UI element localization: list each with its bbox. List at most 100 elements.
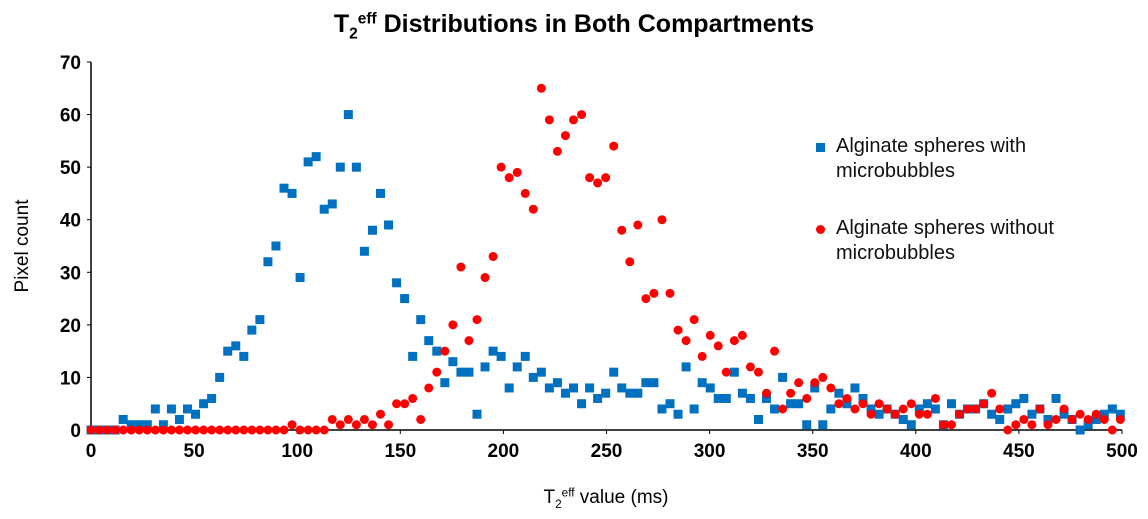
point (223, 425, 233, 435)
point (713, 393, 723, 403)
point (560, 388, 570, 398)
point (303, 157, 313, 167)
point (279, 183, 289, 193)
x-tick-label: 150 (384, 441, 416, 462)
point (1115, 409, 1125, 419)
point (488, 252, 498, 262)
point (1043, 414, 1053, 424)
point (1115, 414, 1125, 424)
point (1027, 409, 1037, 419)
point (850, 383, 860, 393)
point (400, 399, 410, 409)
point (504, 383, 514, 393)
point (94, 425, 104, 435)
point (335, 162, 345, 172)
point (440, 378, 450, 388)
point (86, 425, 96, 435)
point (930, 393, 940, 403)
point (802, 420, 812, 430)
point (842, 399, 852, 409)
point (641, 294, 651, 304)
x-tick-label: 100 (281, 441, 313, 462)
x-tick-label: 50 (184, 441, 205, 462)
point (319, 425, 329, 435)
point (496, 351, 506, 361)
point (464, 336, 474, 346)
point (158, 425, 168, 435)
point (1091, 409, 1101, 419)
point (528, 372, 538, 382)
point (625, 388, 635, 398)
point (609, 367, 619, 377)
point (231, 425, 241, 435)
point (577, 110, 587, 120)
point (311, 425, 321, 435)
point (303, 425, 313, 435)
point (601, 173, 611, 183)
point (118, 414, 128, 424)
point (384, 420, 394, 430)
legend-label: Alginate spheres with microbubbles (836, 135, 1027, 182)
point (392, 399, 402, 409)
point (263, 257, 273, 267)
point (593, 393, 603, 403)
point (142, 420, 152, 430)
point (633, 388, 643, 398)
point (673, 409, 683, 419)
point (126, 425, 136, 435)
point (150, 404, 160, 414)
point (351, 162, 361, 172)
point (134, 420, 144, 430)
point (721, 393, 731, 403)
legend-entry: Alginate spheres without microbubbles (814, 216, 1134, 266)
point (424, 336, 434, 346)
point (199, 399, 209, 409)
point (802, 393, 812, 403)
point (898, 404, 908, 414)
point (1083, 414, 1093, 424)
point (786, 399, 796, 409)
point (753, 414, 763, 424)
point (874, 409, 884, 419)
point (504, 173, 514, 183)
y-tick-label: 70 (60, 53, 81, 74)
point (713, 341, 723, 351)
point (367, 225, 377, 235)
point (882, 404, 892, 414)
point (1059, 404, 1069, 414)
point (657, 215, 667, 225)
point (343, 110, 353, 120)
point (150, 425, 160, 435)
point (729, 336, 739, 346)
point (1027, 420, 1037, 430)
point (697, 378, 707, 388)
point (641, 378, 651, 388)
point (327, 414, 337, 424)
point (271, 241, 281, 251)
point (215, 425, 225, 435)
point (464, 367, 474, 377)
legend-marker (816, 225, 825, 234)
point (625, 257, 635, 267)
point (183, 404, 193, 414)
point (1091, 414, 1101, 424)
point (520, 351, 530, 361)
x-tick-label: 400 (900, 441, 932, 462)
point (577, 399, 587, 409)
point (166, 404, 176, 414)
point (1003, 404, 1013, 414)
point (448, 320, 458, 330)
point (665, 288, 675, 298)
point (649, 378, 659, 388)
point (649, 288, 659, 298)
point (247, 325, 257, 335)
point (842, 393, 852, 403)
point (448, 357, 458, 367)
point (971, 404, 981, 414)
point (705, 330, 715, 340)
point (408, 393, 418, 403)
y-tick-label: 20 (60, 316, 81, 337)
point (786, 388, 796, 398)
point (778, 372, 788, 382)
